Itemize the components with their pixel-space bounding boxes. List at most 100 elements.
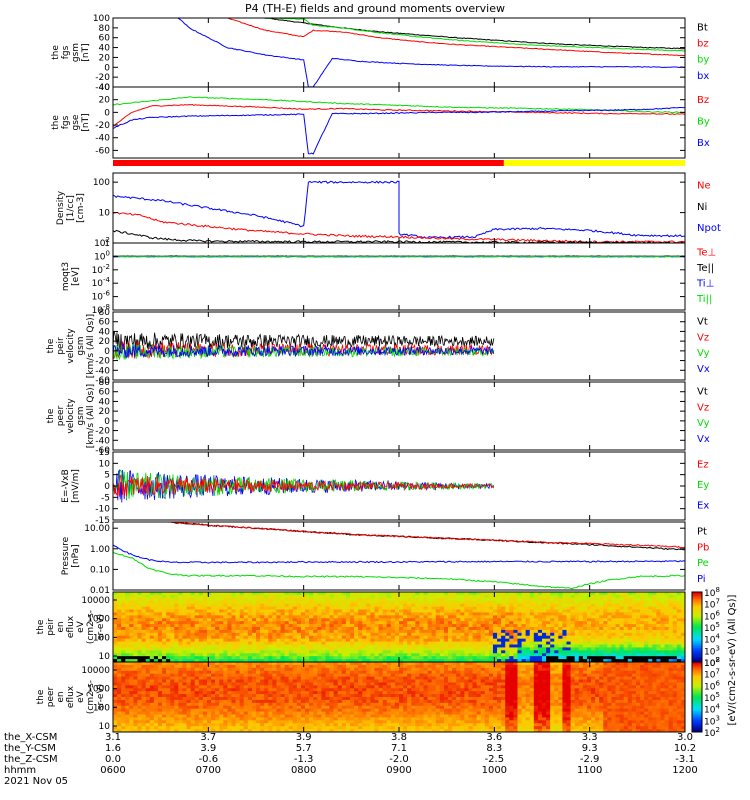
xaxis-z-value-6: -3.1 (675, 754, 695, 765)
pressure-legend-0: Pt (697, 526, 707, 537)
peer_velocity-ylabel-0: the (46, 408, 56, 423)
peir_spec-ylabel-0: the (36, 619, 46, 634)
fgs_gse-ytick-label-3: -20 (95, 121, 110, 131)
peer_velocity-ytick-label-5: -20 (95, 427, 110, 437)
fgs_gse-legend-0: Bz (697, 95, 709, 106)
fgs_gse-legend-2: Bx (697, 138, 710, 149)
xaxis-x-value-4: 3.6 (486, 732, 502, 743)
fgs_gse-ylabel-0: the (51, 115, 61, 130)
pressure-series-Pe (113, 551, 685, 590)
peir_spec-colorbar-label-4: 104 (704, 633, 720, 646)
xaxis-row-label-0: the_X-CSM (4, 732, 57, 743)
fgs_gsm-ytick-label-1: 80 (99, 24, 111, 34)
temp-ytick-label-5: 10-8 (92, 303, 110, 316)
fgs_gsm-ylabel-0: the (51, 45, 61, 60)
fgs_gse-ytick-label-2: 0 (104, 108, 110, 118)
peir_velocity-ytick-label-5: -20 (95, 357, 110, 367)
peir_spec-ytick-label-3: 10 (99, 652, 111, 662)
density-ylabel-1: [1/cc] (66, 195, 76, 221)
temp-legend-2: Ti⊥ (696, 279, 714, 290)
density-ylabel-2: [cm-3] (76, 193, 86, 223)
peir_spec-colorbar-label-5: 103 (704, 644, 720, 657)
fgs_gsm-legend-1: bz (697, 39, 709, 50)
peer_spec-ylabel-3: eflux (66, 685, 76, 708)
pressure-legend-3: Pi (697, 574, 706, 585)
peir_spec-ylabel-1: peir (46, 618, 56, 636)
peer_velocity-legend-2: Vy (697, 418, 710, 429)
peir_velocity-ytick-label-6: -40 (95, 366, 110, 376)
xaxis-x-value-6: 3.0 (677, 732, 693, 743)
efield-ytick-label-2: 5 (104, 471, 110, 481)
pressure-legend-2: Pe (697, 558, 709, 569)
fgs_gsm-frame (112, 17, 686, 88)
peer_velocity-ylabel-4: [km/s (All Qs)] (86, 384, 96, 448)
peer_spec-colorbar-label-2: 106 (704, 679, 720, 692)
xaxis-row-label-4: 2021 Nov 05 (4, 776, 68, 787)
density-legend-1: Ni (697, 202, 707, 213)
fgs_gse-ylabel-1: fgs (61, 115, 71, 129)
xaxis-hhmm-4: 1000 (482, 765, 507, 776)
xaxis-hhmm-0: 0600 (100, 765, 125, 776)
temp-ylabel-0: moqt3 (61, 262, 71, 291)
peir_spec-ylabel-3: eflux (66, 615, 76, 638)
peir_spec-ytick-label-1: 1000 (87, 615, 110, 625)
xaxis-hhmm-2: 0800 (291, 765, 316, 776)
temp-ytick-label-2: 10-2 (92, 263, 110, 276)
xaxis-row-label-1: the_Y-CSM (4, 743, 56, 754)
temp-ytick-label-3: 10-4 (92, 276, 111, 289)
peer_velocity-ytick-label-2: 40 (99, 397, 111, 407)
peir_velocity-series-Vx (113, 343, 495, 359)
xaxis-row-label-2: the_Z-CSM (4, 754, 58, 765)
peer_spec-ytick-label-0: 10000 (81, 666, 110, 676)
peir_velocity-legend-0: Vt (697, 316, 708, 327)
peir_velocity-legend-2: Vy (697, 348, 710, 359)
peir_spec-cells (113, 592, 686, 663)
peer_velocity-ytick-label-7: -60 (95, 446, 110, 456)
pressure-ytick-label-1: 1.00 (90, 545, 110, 555)
fgs_gsm-series-bx (177, 18, 685, 87)
fgs_gse-ytick-label-4: -40 (95, 134, 110, 144)
peer_velocity-legend-1: Vz (697, 402, 709, 413)
fgs_gse-series-Bz (113, 103, 685, 127)
efield-ytick-label-0: 15 (99, 448, 110, 458)
fgs_gsm-ytick-label-5: 0 (104, 63, 110, 73)
pressure-series-Pi (113, 544, 685, 564)
efield-legend-1: Ey (697, 480, 709, 491)
peir_spec-colorbar (692, 592, 702, 663)
fgs_gsm-ytick-label-0: 100 (93, 14, 110, 24)
fgs_gsm-legend-2: by (697, 55, 709, 66)
fgs_gse-legend-1: By (697, 116, 710, 127)
peer_velocity-ylabel-1: peer (56, 405, 66, 426)
pressure-ytick-label-2: 0.10 (90, 565, 110, 575)
fgs_gse-ylabel-2: gse (71, 114, 81, 130)
peir_velocity-series-Vt (113, 330, 495, 351)
peir_velocity-ytick-label-3: 20 (99, 337, 111, 347)
peer_spec-colorbar-label-6: 102 (704, 726, 720, 739)
fgs_gsm-series-Bt (263, 18, 685, 50)
peir_spec-ylabel-2: en (56, 621, 66, 632)
xaxis-hhmm-6: 1200 (672, 765, 697, 776)
pressure-frame (112, 521, 686, 591)
fgs_gse-ytick-label-1: 20 (99, 96, 111, 106)
peer_spec-colorbar-frame (691, 661, 703, 733)
efield-series-Ez (113, 474, 494, 498)
peer_spec-colorbar-label-5: 103 (704, 714, 720, 727)
peer_velocity-ylabel-2: velocity (66, 398, 76, 434)
peer_velocity-legend-3: Vx (697, 434, 710, 445)
xaxis-x-value-1: 3.7 (200, 732, 216, 743)
fgs_gsm-legend-0: Bt (697, 23, 708, 34)
peer_spec-ylabel-4: eV (76, 690, 86, 703)
peer_velocity-frame (112, 381, 686, 451)
peer_velocity-ytick-label-3: 20 (99, 407, 111, 417)
peer_spec-ylabel-6: sr-eV) (96, 684, 106, 710)
efield-ylabel-0: E=-VxB (61, 469, 71, 503)
xaxis-z-value-4: -2.5 (485, 754, 505, 765)
efield-legend-2: Ex (697, 501, 709, 512)
peer_spec-ylabel-2: en (56, 691, 66, 702)
temp-frame (112, 242, 686, 311)
peir_spec-colorbar-label-6: 102 (704, 656, 720, 669)
peer_spec-colorbar (692, 662, 702, 733)
xaxis-z-value-5: -2.9 (580, 754, 600, 765)
peir_velocity-ylabel-2: velocity (66, 328, 76, 364)
efield-ytick-label-1: 10 (99, 459, 111, 469)
